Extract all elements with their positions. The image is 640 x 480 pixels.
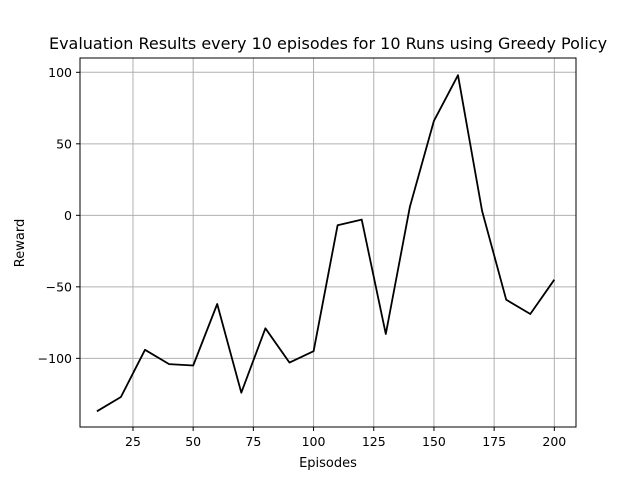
chart-title: Evaluation Results every 10 episodes for… <box>49 34 607 53</box>
grid-lines <box>80 58 576 427</box>
y-axis-label: Reward <box>13 219 28 267</box>
x-tick-label: 175 <box>482 434 506 449</box>
x-tick-label: 200 <box>542 434 566 449</box>
y-tick-label: 0 <box>64 208 72 223</box>
x-axis-label: Episodes <box>299 456 357 471</box>
y-tick-label: 100 <box>48 65 72 80</box>
x-tick-label: 75 <box>245 434 261 449</box>
x-tick-label: 150 <box>422 434 446 449</box>
y-tick-label: −50 <box>46 279 72 294</box>
x-tick-label: 25 <box>125 434 141 449</box>
series-line <box>96 74 556 413</box>
plot-frame <box>79 57 577 428</box>
y-tick-label: −100 <box>38 351 72 366</box>
x-tick-label: 125 <box>362 434 386 449</box>
x-tick-label: 50 <box>185 434 201 449</box>
axis-ticks: 25 50 75 100 125 150 175 200 100 50 0 −50 −100 <box>38 65 567 449</box>
x-tick-label: 100 <box>302 434 326 449</box>
y-tick-label: 50 <box>56 136 72 151</box>
